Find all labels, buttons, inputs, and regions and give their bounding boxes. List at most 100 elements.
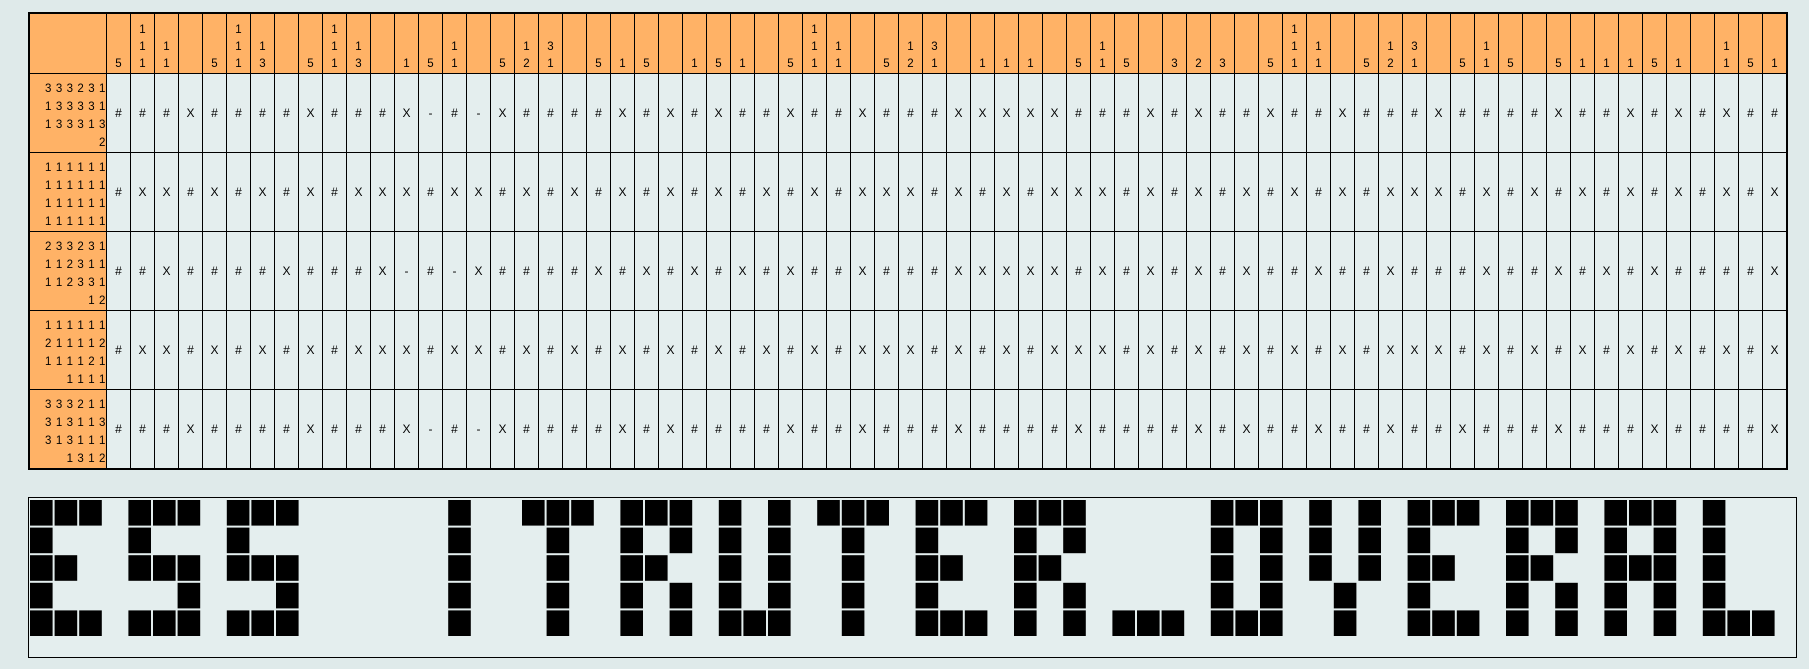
grid-cell[interactable]: # xyxy=(322,152,347,232)
grid-cell[interactable]: X xyxy=(850,152,875,232)
grid-cell[interactable]: # xyxy=(1330,231,1355,311)
grid-cell[interactable]: X xyxy=(1714,73,1739,153)
grid-cell[interactable]: # xyxy=(1450,310,1475,390)
grid-cell[interactable]: X xyxy=(298,152,323,232)
grid-cell[interactable]: X xyxy=(562,152,587,232)
grid-cell[interactable]: # xyxy=(898,389,923,470)
grid-cell[interactable]: # xyxy=(226,152,251,232)
grid-cell[interactable]: # xyxy=(1210,152,1235,232)
grid-cell[interactable]: # xyxy=(1210,73,1235,153)
grid-cell[interactable]: # xyxy=(1354,310,1379,390)
grid-cell[interactable]: X xyxy=(1282,310,1307,390)
grid-cell[interactable]: X xyxy=(946,310,971,390)
grid-cell[interactable]: # xyxy=(1498,389,1523,470)
grid-cell[interactable]: # xyxy=(658,231,683,311)
grid-cell[interactable]: - xyxy=(418,73,443,153)
grid-cell[interactable]: # xyxy=(1642,152,1667,232)
grid-cell[interactable]: X xyxy=(994,310,1019,390)
grid-cell[interactable]: # xyxy=(178,231,203,311)
grid-cell[interactable]: X xyxy=(1402,152,1427,232)
grid-cell[interactable]: # xyxy=(274,73,299,153)
grid-cell[interactable]: # xyxy=(1210,310,1235,390)
grid-cell[interactable]: # xyxy=(1210,389,1235,470)
grid-cell[interactable]: X xyxy=(778,73,803,153)
grid-cell[interactable]: X xyxy=(1306,231,1331,311)
grid-cell[interactable]: X xyxy=(1642,389,1667,470)
grid-cell[interactable]: # xyxy=(1594,310,1619,390)
grid-cell[interactable]: # xyxy=(1114,152,1139,232)
grid-cell[interactable]: X xyxy=(250,152,275,232)
grid-cell[interactable]: # xyxy=(730,73,755,153)
grid-cell[interactable]: # xyxy=(898,73,923,153)
grid-cell[interactable]: # xyxy=(1162,152,1187,232)
grid-cell[interactable]: # xyxy=(1498,73,1523,153)
grid-cell[interactable]: # xyxy=(562,389,587,470)
grid-cell[interactable]: X xyxy=(442,310,467,390)
grid-cell[interactable]: # xyxy=(418,310,443,390)
grid-cell[interactable]: # xyxy=(538,310,563,390)
grid-cell[interactable]: # xyxy=(226,389,251,470)
grid-cell[interactable]: X xyxy=(994,152,1019,232)
grid-cell[interactable]: # xyxy=(1594,73,1619,153)
grid-cell[interactable]: # xyxy=(1162,73,1187,153)
grid-cell[interactable]: # xyxy=(274,152,299,232)
grid-cell[interactable]: # xyxy=(1714,389,1739,470)
grid-cell[interactable]: X xyxy=(610,73,635,153)
grid-cell[interactable]: # xyxy=(922,152,947,232)
grid-cell[interactable]: X xyxy=(1426,152,1451,232)
grid-cell[interactable]: X xyxy=(1426,73,1451,153)
grid-cell[interactable]: X xyxy=(1762,310,1788,390)
grid-cell[interactable]: X xyxy=(154,231,179,311)
grid-cell[interactable]: # xyxy=(586,152,611,232)
grid-cell[interactable]: # xyxy=(1282,73,1307,153)
grid-cell[interactable]: X xyxy=(250,310,275,390)
grid-cell[interactable]: # xyxy=(682,310,707,390)
grid-cell[interactable]: X xyxy=(1618,152,1643,232)
grid-cell[interactable]: X xyxy=(1234,152,1259,232)
grid-cell[interactable]: X xyxy=(1714,310,1739,390)
grid-cell[interactable]: # xyxy=(514,73,539,153)
grid-cell[interactable]: # xyxy=(634,310,659,390)
grid-cell[interactable]: - xyxy=(466,389,491,470)
grid-cell[interactable]: # xyxy=(322,231,347,311)
grid-cell[interactable]: # xyxy=(706,389,731,470)
grid-cell[interactable]: # xyxy=(1594,152,1619,232)
grid-cell[interactable]: # xyxy=(1642,310,1667,390)
grid-cell[interactable]: # xyxy=(826,310,851,390)
grid-cell[interactable]: X xyxy=(778,231,803,311)
grid-cell[interactable]: # xyxy=(1090,389,1115,470)
grid-cell[interactable]: X xyxy=(658,152,683,232)
grid-cell[interactable]: # xyxy=(490,231,515,311)
grid-cell[interactable]: # xyxy=(538,73,563,153)
grid-cell[interactable]: X xyxy=(946,73,971,153)
grid-cell[interactable]: X xyxy=(1546,389,1571,470)
grid-cell[interactable]: X xyxy=(1714,152,1739,232)
grid-cell[interactable]: X xyxy=(778,389,803,470)
grid-cell[interactable]: X xyxy=(1330,152,1355,232)
grid-cell[interactable]: # xyxy=(538,152,563,232)
grid-cell[interactable]: X xyxy=(634,231,659,311)
grid-cell[interactable]: # xyxy=(1258,231,1283,311)
grid-cell[interactable]: X xyxy=(1186,389,1211,470)
grid-cell[interactable]: # xyxy=(1378,73,1403,153)
grid-cell[interactable]: # xyxy=(1642,73,1667,153)
grid-cell[interactable]: X xyxy=(1666,310,1691,390)
grid-cell[interactable]: X xyxy=(1546,73,1571,153)
grid-cell[interactable]: # xyxy=(1690,310,1715,390)
grid-cell[interactable]: X xyxy=(394,152,419,232)
grid-cell[interactable]: X xyxy=(514,152,539,232)
grid-cell[interactable]: X xyxy=(394,73,419,153)
grid-cell[interactable]: X xyxy=(154,310,179,390)
grid-cell[interactable]: # xyxy=(106,389,131,470)
grid-cell[interactable]: X xyxy=(466,310,491,390)
grid-cell[interactable]: X xyxy=(946,389,971,470)
grid-cell[interactable]: # xyxy=(1450,231,1475,311)
grid-cell[interactable]: X xyxy=(850,73,875,153)
grid-cell[interactable]: # xyxy=(682,389,707,470)
grid-cell[interactable]: # xyxy=(1162,231,1187,311)
grid-cell[interactable]: # xyxy=(754,73,779,153)
grid-cell[interactable]: X xyxy=(850,310,875,390)
grid-cell[interactable]: X xyxy=(1666,152,1691,232)
grid-cell[interactable]: # xyxy=(1450,152,1475,232)
grid-cell[interactable]: # xyxy=(1618,389,1643,470)
